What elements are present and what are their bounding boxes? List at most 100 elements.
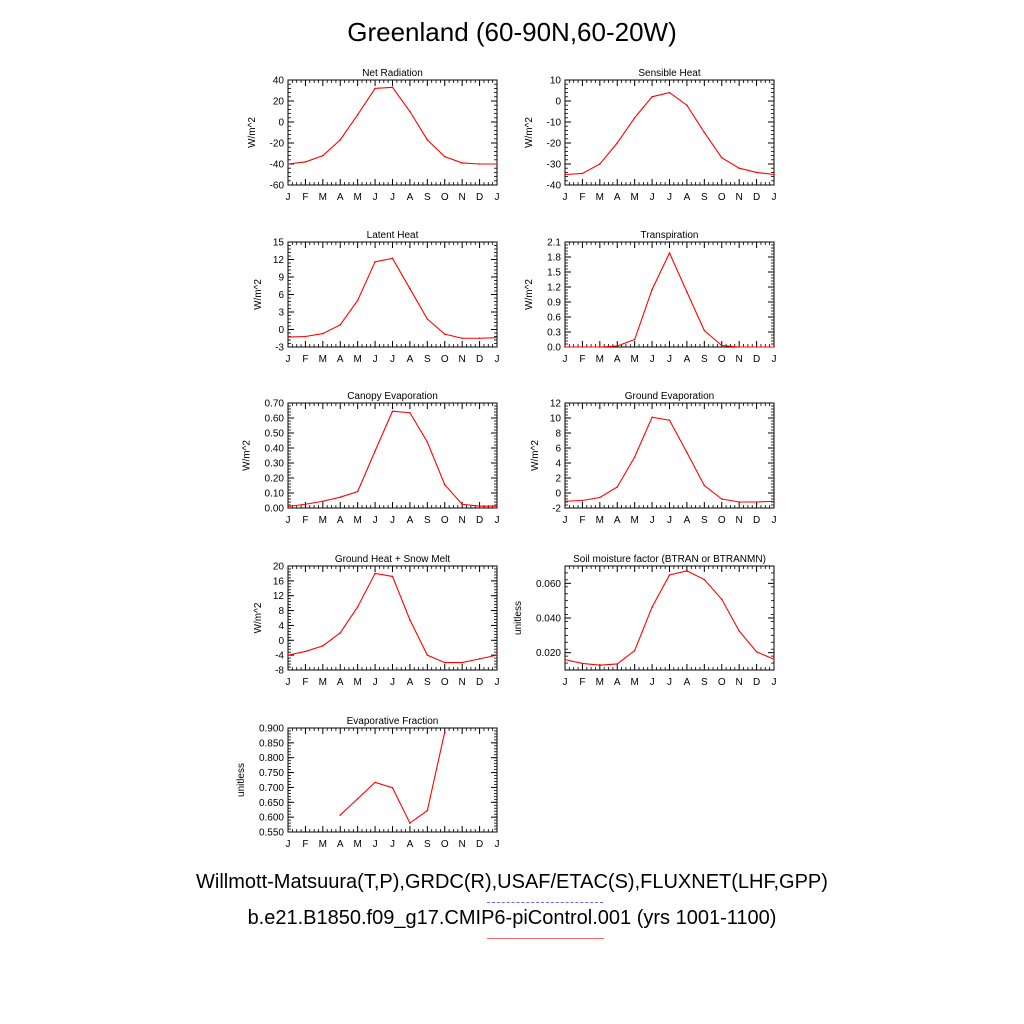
x-tick-label: J — [667, 515, 672, 526]
x-tick-label: S — [424, 677, 431, 688]
data-point — [668, 91, 671, 94]
x-tick-label: F — [579, 515, 585, 526]
x-tick-label: A — [407, 354, 414, 365]
y-tick-label: 1.8 — [547, 253, 561, 264]
x-tick-label: D — [476, 354, 483, 365]
data-point — [339, 814, 342, 816]
x-tick-label: D — [753, 677, 760, 688]
x-tick-label: M — [596, 677, 604, 688]
data-point — [409, 287, 411, 290]
y-axis-label: W/m^2 — [524, 117, 535, 148]
x-tick-label: S — [701, 354, 708, 365]
x-tick-label: M — [353, 677, 361, 688]
x-tick-label: F — [302, 192, 308, 203]
y-tick-label: 0.800 — [259, 753, 284, 764]
x-tick-label: O — [718, 515, 726, 526]
data-point — [755, 501, 758, 503]
y-tick-label: -4 — [275, 651, 284, 662]
series-line — [287, 410, 497, 508]
data-point — [409, 619, 411, 621]
x-tick-label: N — [459, 354, 466, 365]
x-tick-label: J — [563, 354, 568, 365]
y-tick-label: -30 — [547, 160, 562, 171]
y-tick-label: 0.650 — [259, 798, 284, 809]
y-tick-label: 9 — [278, 273, 284, 284]
data-point — [599, 664, 601, 666]
x-tick-label: O — [718, 677, 726, 688]
y-tick-label: 4 — [278, 621, 284, 632]
x-tick-label: M — [353, 192, 361, 203]
x-tick-label: M — [630, 354, 638, 365]
x-tick-label: A — [337, 354, 344, 365]
y-tick-label: 0.3 — [547, 328, 561, 339]
x-tick-label: M — [630, 192, 638, 203]
data-point — [426, 318, 429, 320]
data-point — [633, 338, 636, 341]
x-tick-label: A — [614, 192, 621, 203]
data-point — [391, 786, 394, 789]
data-point — [703, 578, 706, 581]
y-axis-label: W/m^2 — [253, 602, 264, 633]
plot-frame — [564, 402, 775, 509]
plot-frame — [287, 565, 498, 671]
data-point — [755, 346, 758, 348]
chart-title: Sensible Heat — [638, 68, 700, 79]
y-tick-label: 0.30 — [265, 459, 285, 470]
x-tick-label: J — [495, 354, 500, 365]
data-point — [374, 572, 376, 575]
x-tick-label: J — [667, 677, 672, 688]
y-tick-label: 1.5 — [547, 268, 561, 279]
data-point — [668, 419, 671, 422]
series-line — [339, 731, 446, 824]
y-tick-label: 0 — [278, 325, 284, 336]
x-tick-label: A — [614, 677, 621, 688]
x-tick-label: A — [337, 515, 344, 526]
data-point — [686, 451, 688, 454]
x-tick-label: J — [772, 677, 777, 688]
x-tick-label: J — [373, 192, 378, 203]
x-tick-label: J — [390, 192, 395, 203]
x-tick-label: J — [390, 677, 395, 688]
x-tick-label: S — [424, 354, 431, 365]
x-tick-label: A — [407, 677, 414, 688]
data-point — [738, 167, 740, 169]
x-tick-label: A — [337, 839, 344, 850]
x-tick-label: J — [563, 515, 568, 526]
x-tick-label: D — [476, 515, 483, 526]
data-point — [322, 500, 324, 503]
x-tick-label: N — [736, 515, 743, 526]
y-tick-label: 0.9 — [547, 298, 561, 309]
x-tick-label: J — [650, 192, 655, 203]
data-point — [287, 163, 289, 165]
data-point — [738, 630, 740, 632]
x-tick-label: J — [390, 839, 395, 850]
footer-case-label: b.e21.B1850.f09_g17.CMIP6-piControl.001 … — [247, 907, 777, 929]
y-tick-label: 2.1 — [547, 238, 561, 249]
data-point — [686, 291, 688, 293]
footer-case-key — [487, 938, 604, 939]
x-tick-label: D — [476, 192, 483, 203]
x-tick-label: M — [319, 839, 327, 850]
x-tick-label: N — [736, 354, 743, 365]
y-axis-label: W/m^2 — [242, 440, 253, 471]
x-tick-label: A — [684, 354, 691, 365]
x-tick-label: N — [459, 839, 466, 850]
chart-title: Canopy Evaporation — [347, 391, 438, 402]
footer-observations-key — [487, 902, 603, 903]
x-tick-label: M — [630, 515, 638, 526]
x-tick-label: M — [319, 192, 327, 203]
y-tick-label: -8 — [275, 666, 284, 677]
y-tick-label: 0.060 — [536, 579, 561, 590]
chart-title: Ground Evaporation — [625, 391, 715, 402]
data-point — [720, 498, 723, 500]
y-tick-label: 0.850 — [259, 738, 284, 749]
data-point — [564, 500, 566, 503]
x-tick-label: A — [684, 515, 691, 526]
data-point — [633, 117, 636, 119]
data-point — [391, 410, 394, 413]
y-tick-label: 8 — [555, 429, 561, 440]
data-point — [496, 163, 498, 165]
data-point — [443, 661, 446, 664]
